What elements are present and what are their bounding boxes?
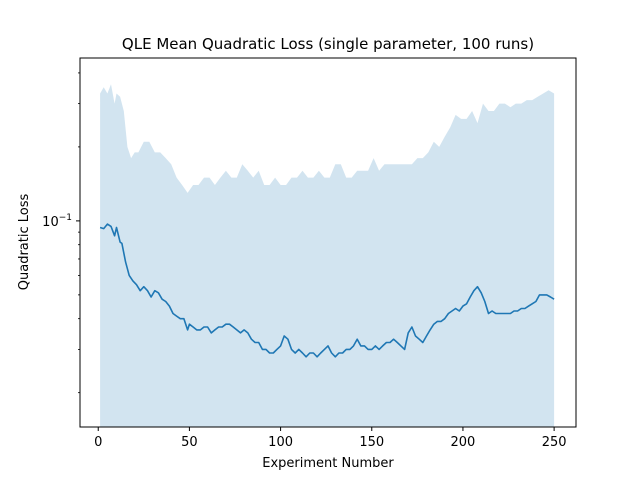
loss-band-area	[100, 84, 555, 427]
x-axis: 0 50 100 150 200 250	[94, 427, 567, 450]
x-tick-label: 0	[94, 435, 102, 450]
chart-title: QLE Mean Quadratic Loss (single paramete…	[122, 35, 534, 53]
mean-loss-line	[99, 223, 555, 358]
y-tick-label: 10−1	[42, 213, 72, 230]
x-tick-label: 100	[268, 435, 293, 450]
x-tick-label: 250	[542, 435, 567, 450]
plot-area	[99, 84, 555, 427]
x-axis-title: Experiment Number	[262, 456, 394, 471]
x-tick-label: 150	[359, 435, 384, 450]
x-tick-label: 50	[181, 435, 198, 450]
plot-frame	[79, 57, 577, 428]
y-axis: 10−1	[42, 72, 80, 394]
x-tick-label: 200	[451, 435, 476, 450]
y-axis-title: Quadratic Loss	[17, 194, 32, 291]
